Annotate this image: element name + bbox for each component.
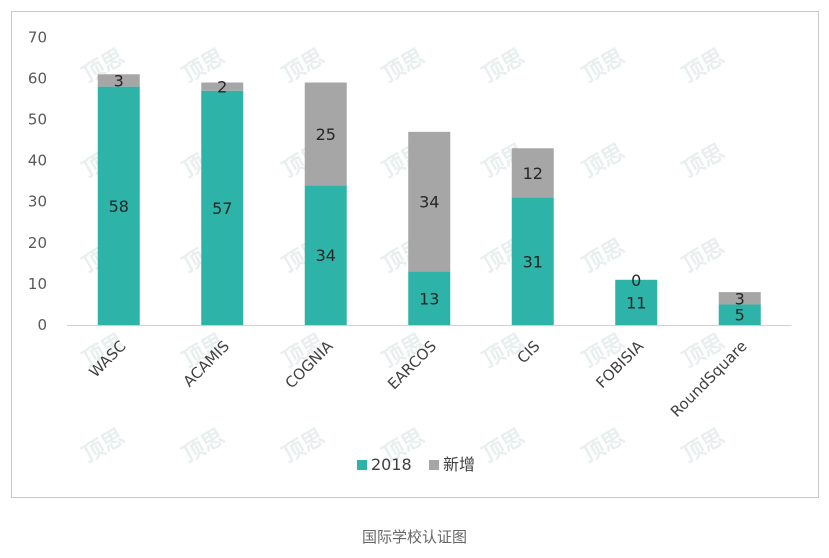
watermark-text: 顶思 [278,425,329,469]
bar-base-acamis [201,90,244,325]
bar-added-cis [511,148,554,198]
figure-caption: 国际学校认证图 [361,528,467,546]
watermark-text: 顶思 [178,425,229,469]
watermark-text: 顶思 [578,140,629,184]
bar-added-cognia [304,82,347,186]
y-tick-label: 20 [28,234,47,252]
legend-swatch [429,460,439,470]
data-label: 0 [631,271,641,290]
watermark-text: 顶思 [678,235,729,279]
data-label: 3 [735,289,745,308]
y-tick-label: 30 [28,193,47,211]
bar-added-roundsquare [718,292,761,305]
y-tick-label: 70 [28,28,47,46]
watermark-text: 顶思 [678,425,729,469]
legend: 2018 新增 [357,455,475,474]
bar-base-earcos [408,271,451,325]
data-label: 57 [212,199,232,218]
legend-swatch [357,460,367,470]
data-label: 25 [316,125,336,144]
data-label: 11 [626,293,646,312]
y-tick-label: 60 [28,69,47,87]
bar-base-roundsquare [718,304,761,325]
bars [97,74,761,326]
bar-added-acamis [201,82,244,91]
legend-label: 新增 [443,455,475,474]
data-label: 31 [523,252,543,271]
watermark-text: 顶思 [78,425,129,469]
watermark-text: 顶思 [578,425,629,469]
data-label: 34 [316,246,336,265]
watermark-text: 顶思 [278,45,329,89]
watermark-text: 顶思 [578,45,629,89]
chart-frame: 顶思 顶思 顶思 顶思 顶思 顶思 顶思 顶思 顶思 顶思 顶思 顶思 顶思 顶思 顶思 顶思 顶思 顶思 顶思 顶思… [11,11,819,498]
data-label: 12 [523,164,543,183]
watermark-text: 顶思 [678,140,729,184]
watermark-text: 顶思 [478,45,529,89]
data-label: 3 [114,71,124,90]
bar-added-earcos [408,131,451,272]
watermark-text: 顶思 [678,45,729,89]
y-tick-label: 10 [28,275,47,293]
bar-base-fobisia [615,279,658,325]
data-label: 5 [735,306,745,325]
watermark-text: 顶思 [378,45,429,89]
watermark-text: 顶思 [478,425,529,469]
data-label: 13 [419,289,439,308]
bar-base-wasc [97,86,140,326]
y-tick-label: 40 [28,152,47,170]
y-tick-label: 0 [37,316,47,334]
data-label: 34 [419,193,439,212]
bar-base-cognia [304,185,347,325]
y-tick-label: 50 [28,111,47,129]
bar-added-wasc [97,74,140,87]
watermark-text: 顶思 [578,235,629,279]
bar-base-cis [511,197,554,325]
data-label: 58 [109,197,129,216]
data-label: 2 [217,78,227,97]
legend-label: 2018 [371,455,412,474]
